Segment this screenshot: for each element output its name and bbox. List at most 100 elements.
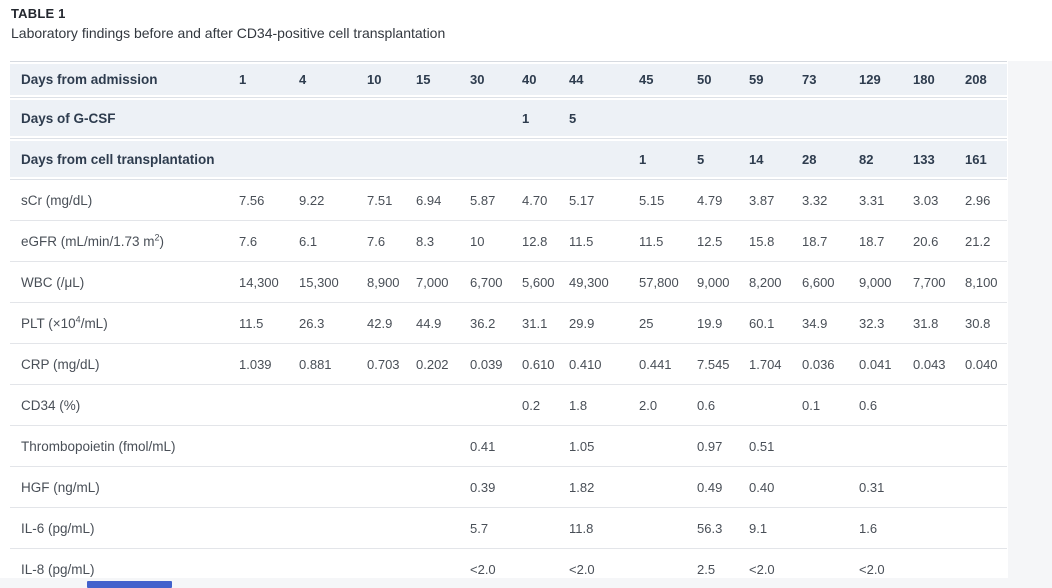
table-cell: 0.31 — [851, 466, 905, 508]
table-cell — [231, 507, 291, 549]
table-cell — [359, 384, 408, 426]
table-cell: 56.3 — [689, 507, 741, 549]
table-cell — [794, 425, 851, 467]
table-cell — [359, 138, 408, 180]
table-cell — [905, 507, 957, 549]
lab-findings-table: Days from admission 1 4 10 15 30 40 44 45 50 59 73 1… — [10, 61, 1007, 588]
table-cell — [741, 384, 794, 426]
table-cell: 0.040 — [957, 343, 1007, 385]
table-cell: 44.9 — [408, 302, 462, 344]
table-caption: Laboratory findings before and after CD3… — [11, 25, 446, 41]
table-cell: 0.036 — [794, 343, 851, 385]
row-label: Days of G-CSF — [10, 97, 231, 139]
table-cell: 8,200 — [741, 261, 794, 303]
table-cell: 8,900 — [359, 261, 408, 303]
table-cell: 208 — [957, 61, 1007, 98]
table-cell — [408, 466, 462, 508]
table-cell — [408, 384, 462, 426]
table-cell — [957, 425, 1007, 467]
table-cell: 82 — [851, 138, 905, 180]
table-cell: 12.8 — [514, 220, 561, 262]
table-cell: 15.8 — [741, 220, 794, 262]
table-cell: 18.7 — [794, 220, 851, 262]
table-cell: 7.6 — [359, 220, 408, 262]
table-cell: 10 — [462, 220, 514, 262]
table-row: Thrombopoietin (fmol/mL) 0.41 1.05 0.97 0.51 — [10, 425, 1007, 467]
table-cell: 4.79 — [689, 179, 741, 221]
table-cell: 59 — [741, 61, 794, 98]
table-cell — [231, 384, 291, 426]
table-cell — [514, 466, 561, 508]
table-cell: 3.03 — [905, 179, 957, 221]
table-cell: 5,600 — [514, 261, 561, 303]
table-cell — [359, 425, 408, 467]
table-cell — [794, 97, 851, 139]
table-cell: 0.39 — [462, 466, 514, 508]
table-title: TABLE 1 — [11, 6, 66, 21]
table-cell — [631, 507, 689, 549]
table-cell: 8,100 — [957, 261, 1007, 303]
table-cell — [905, 425, 957, 467]
table-cell — [794, 466, 851, 508]
table-cell: 30 — [462, 61, 514, 98]
table-cell: 161 — [957, 138, 1007, 180]
table-cell — [741, 97, 794, 139]
table-cell: 6,700 — [462, 261, 514, 303]
table-cell: 0.6 — [689, 384, 741, 426]
table-cell: 0.49 — [689, 466, 741, 508]
table-cell: 3.31 — [851, 179, 905, 221]
table-cell: 129 — [851, 61, 905, 98]
table-cell: 133 — [905, 138, 957, 180]
table-cell: 34.9 — [794, 302, 851, 344]
table-row: sCr (mg/dL) 7.56 9.22 7.51 6.94 5.87 4.70 5.17 5… — [10, 179, 1007, 221]
table-cell: 3.32 — [794, 179, 851, 221]
table-cell: 5.17 — [561, 179, 631, 221]
table-cell: 0.441 — [631, 343, 689, 385]
table-cell: 36.2 — [462, 302, 514, 344]
row-label: sCr (mg/dL) — [10, 179, 231, 221]
table-cell: 1.039 — [231, 343, 291, 385]
table-cell — [957, 466, 1007, 508]
table-cell: 5.15 — [631, 179, 689, 221]
table-cell — [561, 138, 631, 180]
table-cell: 29.9 — [561, 302, 631, 344]
table-cell: 9,000 — [851, 261, 905, 303]
table-cell: 1.6 — [851, 507, 905, 549]
table-cell: 32.3 — [851, 302, 905, 344]
table-cell: 0.043 — [905, 343, 957, 385]
table-cell: 1.8 — [561, 384, 631, 426]
table-cell: 12.5 — [689, 220, 741, 262]
table-cell: 1 — [231, 61, 291, 98]
row-label: eGFR (mL/min/1.73 m2) — [10, 220, 231, 262]
lab-table-body: Days from admission 1 4 10 15 30 40 44 45 50 59 73 1… — [10, 61, 1007, 588]
table-cell: 11.5 — [231, 302, 291, 344]
table-cell: 42.9 — [359, 302, 408, 344]
table-row: CD34 (%) 0.2 1.8 2.0 0.6 0.1 0.6 — [10, 384, 1007, 426]
table-cell: 8.3 — [408, 220, 462, 262]
table-cell: 9.22 — [291, 179, 359, 221]
table-cell — [957, 507, 1007, 549]
horizontal-scrollbar-thumb[interactable] — [87, 581, 172, 588]
table-cell: 18.7 — [851, 220, 905, 262]
table-cell — [631, 466, 689, 508]
table-cell: 50 — [689, 61, 741, 98]
table-cell: 0.881 — [291, 343, 359, 385]
row-label: WBC (/μL) — [10, 261, 231, 303]
table-row: Days of G-CSF 1 5 — [10, 97, 1007, 139]
table-cell: 40 — [514, 61, 561, 98]
table-row: HGF (ng/mL) 0.39 1.82 0.49 0.40 0.31 — [10, 466, 1007, 508]
table-cell — [514, 507, 561, 549]
table-cell: 1.05 — [561, 425, 631, 467]
table-cell: 7,000 — [408, 261, 462, 303]
table-cell — [631, 425, 689, 467]
table-cell — [905, 97, 957, 139]
table-cell: 15 — [408, 61, 462, 98]
table-cell: 180 — [905, 61, 957, 98]
table-cell: 57,800 — [631, 261, 689, 303]
table-cell — [408, 425, 462, 467]
table-cell: 7,700 — [905, 261, 957, 303]
table-cell — [851, 97, 905, 139]
table-cell: 0.6 — [851, 384, 905, 426]
table-cell — [462, 138, 514, 180]
table-cell: 31.1 — [514, 302, 561, 344]
